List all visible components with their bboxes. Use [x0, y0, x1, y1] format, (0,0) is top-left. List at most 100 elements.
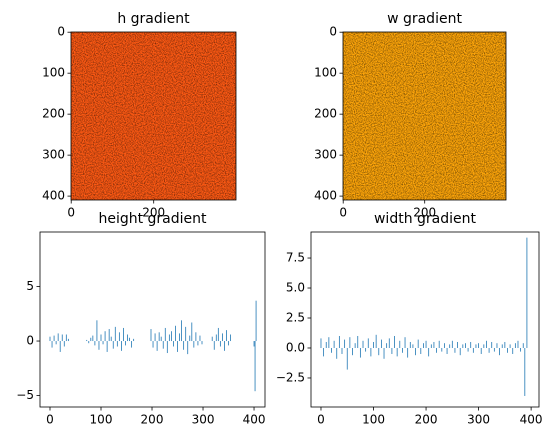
bar	[100, 334, 102, 342]
bar	[164, 327, 166, 342]
bar	[173, 341, 174, 347]
bar	[217, 327, 219, 342]
bar	[524, 347, 526, 396]
bar	[181, 320, 183, 342]
y-tick-label: 300	[314, 148, 337, 162]
bar	[195, 332, 197, 342]
bar	[102, 341, 104, 345]
x-tick-label: 100	[362, 413, 385, 427]
bar	[383, 347, 385, 359]
bar	[129, 337, 130, 342]
axes-title: h gradient	[117, 11, 190, 27]
bar	[441, 347, 443, 352]
bar	[152, 341, 154, 348]
bar	[373, 341, 374, 348]
bar	[154, 333, 156, 342]
bar	[336, 347, 338, 359]
bar	[409, 341, 411, 348]
bar	[61, 334, 63, 342]
y-tick-label: 5.0	[286, 281, 305, 295]
bar	[230, 334, 231, 342]
bar	[430, 344, 432, 348]
bar	[175, 325, 176, 342]
bar	[150, 329, 152, 342]
x-tick-label: 200	[142, 206, 165, 220]
bar	[454, 347, 456, 353]
bar	[127, 334, 128, 342]
bar	[444, 343, 445, 348]
bar	[423, 343, 424, 348]
bar	[112, 341, 114, 349]
bar	[98, 341, 100, 350]
bar	[367, 338, 369, 348]
bar	[396, 347, 398, 357]
bar	[121, 341, 122, 351]
bar	[226, 330, 227, 342]
bar	[486, 340, 487, 348]
bar	[404, 337, 406, 348]
y-tick-label: −5	[16, 388, 34, 402]
bar	[354, 343, 356, 348]
bar	[59, 341, 61, 352]
bar	[104, 331, 106, 342]
bar	[57, 333, 59, 342]
bar	[228, 341, 229, 346]
bar	[53, 335, 55, 342]
bar	[118, 332, 120, 342]
x-tick-label: 300	[192, 413, 215, 427]
bar	[493, 347, 495, 352]
bar	[219, 341, 221, 347]
bar	[201, 341, 203, 345]
bar	[402, 347, 403, 353]
y-tick-label: 0	[329, 25, 337, 39]
bar	[96, 320, 98, 342]
bar	[325, 341, 327, 348]
image-noise	[343, 32, 506, 200]
bar	[378, 347, 380, 356]
bar	[475, 344, 477, 348]
bar	[346, 347, 348, 370]
bar	[133, 338, 135, 342]
bar	[370, 347, 372, 357]
bar	[391, 347, 393, 354]
bar	[504, 341, 506, 348]
bar	[92, 335, 94, 342]
bar	[365, 347, 367, 352]
bar	[478, 343, 479, 348]
x-tick-label: 100	[90, 413, 113, 427]
bar	[125, 341, 126, 346]
bar	[183, 341, 185, 350]
bar	[420, 347, 422, 354]
y-tick-label: 200	[42, 107, 65, 121]
bar	[428, 347, 430, 357]
axes-frame	[310, 231, 540, 408]
bar	[197, 341, 199, 346]
image-noise	[71, 32, 236, 200]
y-tick-label: 200	[314, 107, 337, 121]
bar	[63, 341, 65, 347]
bar	[211, 336, 213, 342]
y-tick-label: 0.0	[286, 340, 305, 354]
bar	[158, 332, 160, 342]
bar	[51, 341, 53, 348]
bar	[388, 338, 390, 348]
bar	[433, 341, 435, 348]
axes-title: width gradient	[374, 211, 477, 227]
x-tick-label: 200	[141, 413, 164, 427]
y-tick-label: 7.5	[286, 251, 305, 265]
bar	[512, 347, 514, 354]
x-tick-label: 0	[46, 413, 54, 427]
bar	[131, 341, 133, 348]
bar	[517, 340, 519, 348]
bar	[333, 340, 335, 348]
bar	[488, 347, 490, 353]
bar	[253, 341, 255, 347]
bar	[459, 347, 461, 356]
y-tick-label: −2.5	[276, 370, 305, 384]
bar	[462, 344, 464, 348]
bar	[323, 347, 325, 357]
bar	[362, 340, 364, 348]
bar	[380, 339, 382, 348]
bar	[90, 337, 92, 342]
x-tick-label: 200	[415, 413, 438, 427]
